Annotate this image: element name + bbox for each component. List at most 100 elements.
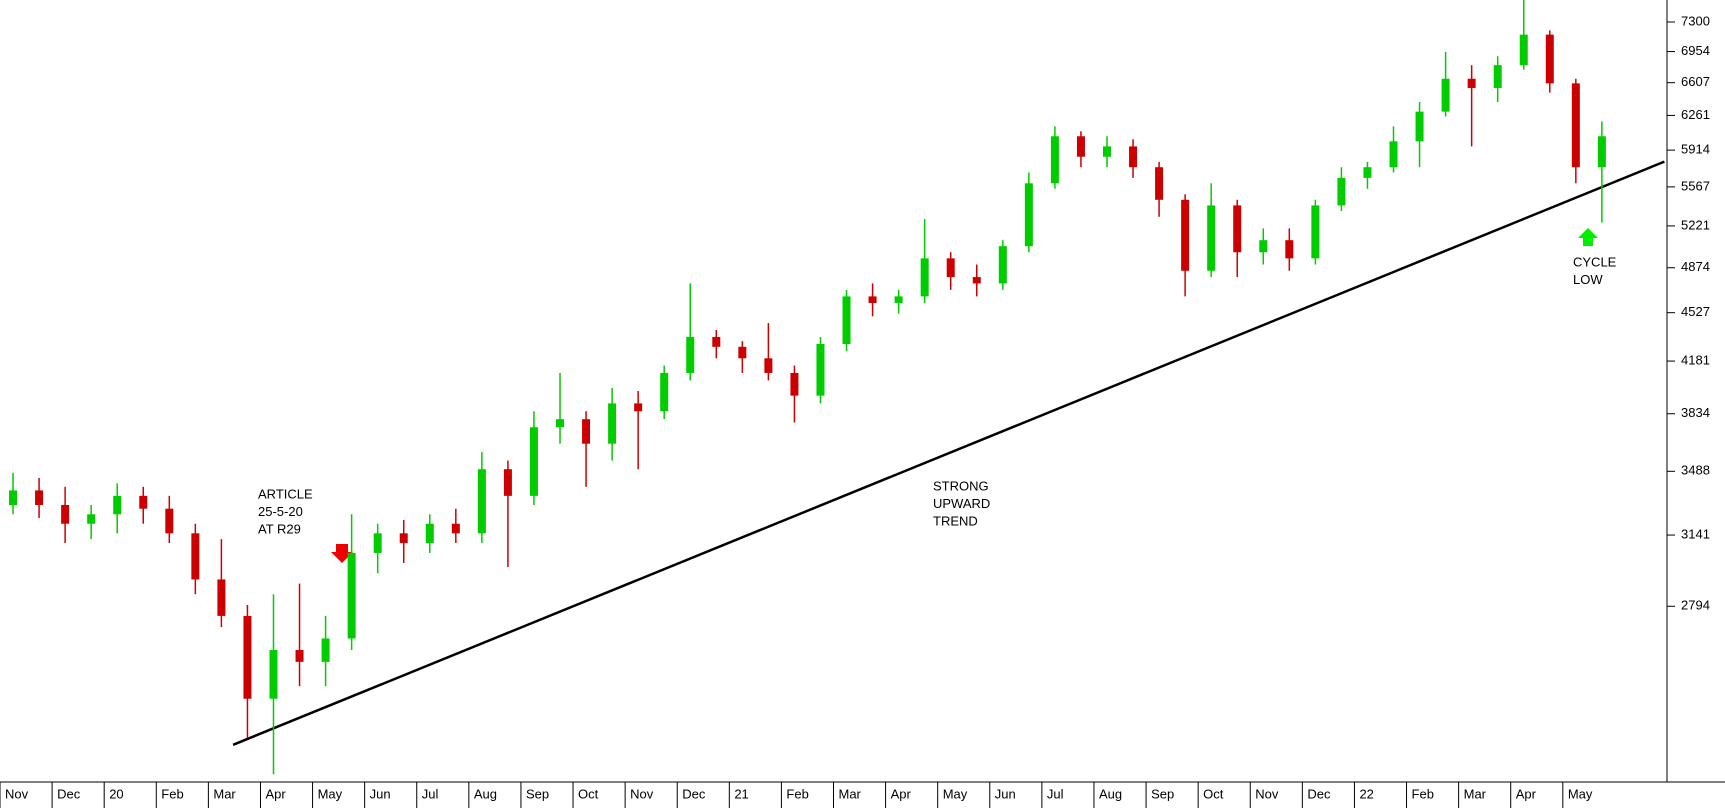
candle-body: [894, 296, 903, 303]
candle-body: [243, 615, 252, 699]
trend-line: [232, 160, 1665, 746]
candle-body: [529, 427, 538, 496]
x-tick-label: Feb: [161, 786, 183, 801]
x-tick-label: Apr: [1516, 786, 1537, 801]
x-tick-label: Nov: [1255, 786, 1279, 801]
x-tick-label: Oct: [578, 786, 599, 801]
x-tick-label: 22: [1359, 786, 1373, 801]
candle-body: [113, 495, 122, 515]
candle-body: [321, 638, 330, 662]
x-tick-label: Sep: [1151, 786, 1174, 801]
candle-body: [61, 505, 70, 524]
x-tick-label: May: [1568, 786, 1593, 801]
candle-body: [1233, 205, 1242, 253]
candle-body: [738, 346, 747, 359]
candle-body: [1076, 136, 1085, 157]
candle-body: [686, 336, 695, 373]
candle-body: [1363, 167, 1372, 178]
x-tick-label: Mar: [1464, 786, 1487, 801]
x-tick-label: Mar: [213, 786, 236, 801]
candle-body: [347, 552, 356, 639]
candle-body: [451, 523, 460, 534]
candle-body: [1493, 65, 1502, 88]
candle-body: [295, 650, 304, 662]
y-tick-label: 4874: [1681, 259, 1710, 274]
candle-body: [582, 419, 591, 444]
candle-body: [1155, 167, 1164, 200]
candle-body: [1415, 111, 1424, 142]
candle-body: [1129, 146, 1138, 168]
x-tick-label: 21: [734, 786, 748, 801]
candle-body: [1441, 78, 1450, 112]
x-tick-label: Jun: [995, 786, 1016, 801]
candle-body: [503, 469, 512, 496]
x-tick-label: Dec: [57, 786, 81, 801]
annotation: CYCLE: [1573, 254, 1617, 269]
candle-body: [634, 403, 643, 412]
candle-body: [868, 296, 877, 303]
candle-body: [399, 533, 408, 544]
annotation: ARTICLE: [258, 486, 313, 501]
candle-body: [477, 469, 486, 534]
candle-body: [139, 495, 148, 509]
candle-body: [1597, 136, 1606, 168]
x-tick-label: May: [943, 786, 968, 801]
y-tick-label: 2794: [1681, 598, 1710, 613]
candle-body: [1571, 83, 1580, 168]
candle-body: [1102, 146, 1111, 157]
y-tick-label: 3834: [1681, 405, 1710, 420]
x-tick-label: Sep: [526, 786, 549, 801]
x-tick-label: Apr: [891, 786, 912, 801]
x-tick-label: May: [318, 786, 343, 801]
y-tick-label: 5221: [1681, 217, 1710, 232]
candle-body: [191, 533, 200, 580]
x-tick-label: Mar: [839, 786, 862, 801]
annotation: 25-5-20: [258, 504, 303, 519]
candle-body: [269, 650, 278, 699]
x-tick-label: Aug: [1099, 786, 1122, 801]
candle-body: [1285, 240, 1294, 259]
y-tick-label: 4181: [1681, 352, 1710, 367]
candle-body: [1181, 199, 1190, 271]
up-arrow: [1578, 228, 1598, 246]
x-tick-label: Jun: [370, 786, 391, 801]
candle-body: [660, 372, 669, 412]
candle-body: [712, 336, 721, 347]
x-tick-label: Nov: [630, 786, 654, 801]
annotation: STRONG: [933, 478, 989, 493]
candle-body: [842, 296, 851, 344]
x-tick-label: Dec: [682, 786, 706, 801]
candle-body: [1467, 78, 1476, 88]
x-tick-label: Nov: [5, 786, 29, 801]
x-tick-label: Oct: [1203, 786, 1224, 801]
candle-body: [816, 343, 825, 396]
candle-body: [1519, 34, 1528, 66]
candle-body: [425, 523, 434, 544]
y-tick-label: 3141: [1681, 526, 1710, 541]
candle-body: [1337, 177, 1346, 206]
x-tick-label: Dec: [1307, 786, 1331, 801]
candle-body: [1311, 205, 1320, 259]
candle-body: [1259, 240, 1268, 253]
x-tick-label: Aug: [474, 786, 497, 801]
y-tick-label: 7300: [1681, 13, 1710, 28]
candle-body: [556, 419, 565, 428]
y-tick-label: 6261: [1681, 107, 1710, 122]
candle-body: [1207, 205, 1216, 271]
candle-body: [764, 358, 773, 373]
candle-body: [373, 533, 382, 553]
annotation: AT R29: [258, 522, 301, 537]
candle-body: [1545, 34, 1554, 84]
candle-body: [1024, 183, 1033, 247]
x-tick-label: Jul: [422, 786, 439, 801]
x-tick-label: Apr: [265, 786, 286, 801]
annotation: LOW: [1573, 272, 1603, 287]
x-tick-label: Jul: [1047, 786, 1064, 801]
candle-body: [9, 490, 18, 506]
x-tick-label: Feb: [786, 786, 808, 801]
y-tick-label: 5567: [1681, 178, 1710, 193]
candle-body: [165, 508, 174, 534]
y-tick-label: 5914: [1681, 142, 1710, 157]
x-tick-label: 20: [109, 786, 123, 801]
